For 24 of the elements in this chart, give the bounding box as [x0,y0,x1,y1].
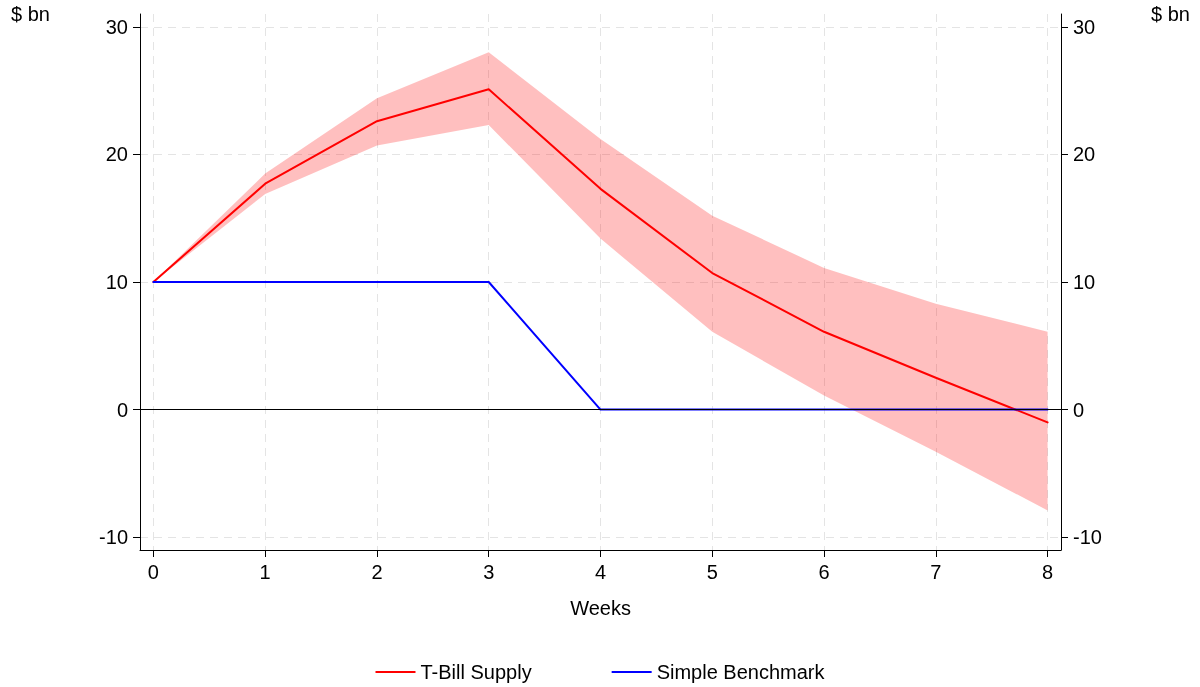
x-axis-title: Weeks [570,597,631,619]
y-tick-label: 30 [105,15,128,38]
y2-tick-label: 30 [1073,15,1096,38]
x-tick-label: 1 [259,561,271,583]
y2-tick-label: 0 [1073,398,1085,421]
x-tick-label: 5 [706,561,718,583]
x-tick-label: 8 [1042,561,1054,583]
y-tick-label: 20 [105,143,128,166]
y-tick-label: 0 [116,398,128,421]
y-tick-label: -10 [99,526,128,549]
x-tick-label: 6 [818,561,830,583]
legend-label: T-Bill Supply [420,661,532,683]
x-tick-label: 4 [594,561,607,583]
y2-tick-label: 10 [1073,271,1096,293]
x-tick-label: 7 [930,561,942,583]
y-axis-title: $ bn [11,3,50,25]
y2-axis-title: $ bn [1151,3,1190,25]
x-tick-label: 0 [147,561,159,583]
y2-tick-label: -10 [1073,526,1102,549]
x-tick-label: 3 [483,561,495,583]
y-tick-label: 10 [105,271,128,293]
legend-label: Simple Benchmark [656,661,826,683]
y2-tick-label: 20 [1073,143,1096,166]
x-tick-label: 2 [371,561,383,583]
